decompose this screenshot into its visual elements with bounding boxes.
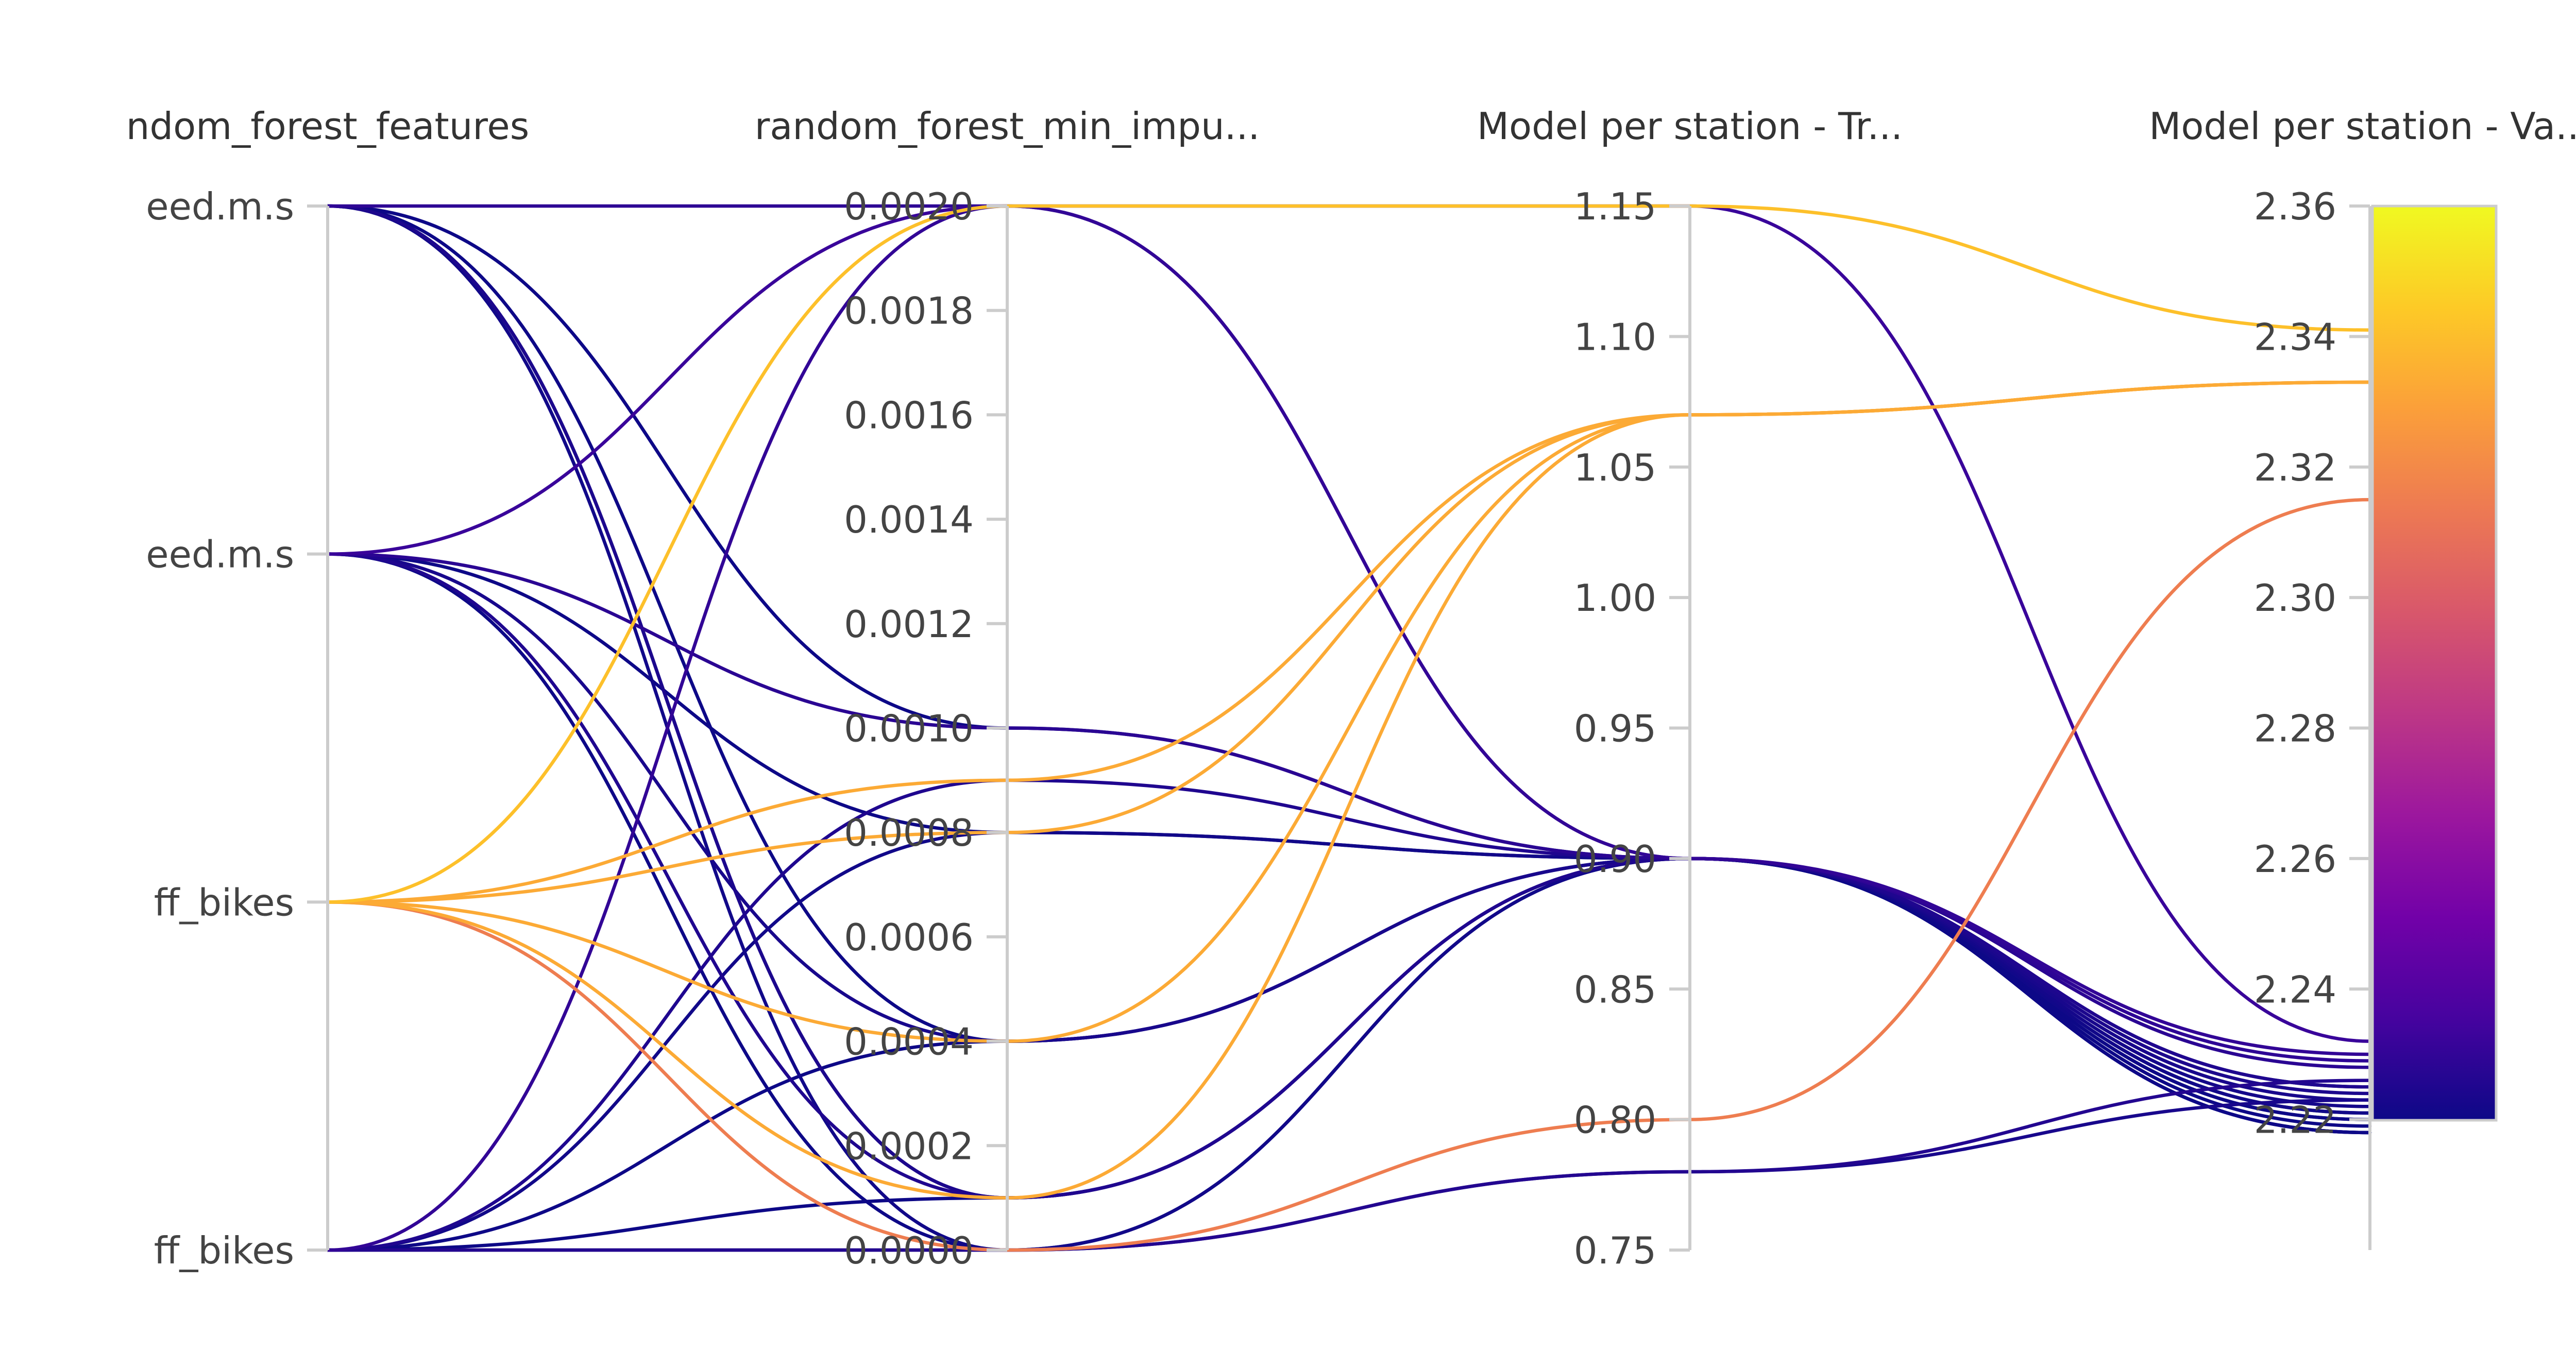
tick-label: ff_bikes — [154, 1229, 294, 1272]
axis-title-1[interactable]: random_forest_min_impu... — [755, 105, 1260, 148]
run-line-23[interactable] — [326, 1079, 2372, 1252]
run-line-10[interactable] — [326, 552, 2372, 1200]
tick-label: 0.0020 — [844, 185, 974, 228]
tick-label: 0.0002 — [844, 1124, 974, 1168]
tick-label: 1.00 — [1574, 576, 1656, 620]
tick-label: 2.28 — [2254, 707, 2336, 750]
axis-2: Model per station - Tr... 0.75 0.80 0.85 0.9… — [1477, 105, 1903, 1272]
run-line-13[interactable] — [326, 380, 2372, 904]
tick-label: eed.m.s — [146, 533, 294, 576]
run-line-11[interactable] — [326, 552, 2372, 1252]
tick-label: 0.0004 — [844, 1020, 974, 1064]
tick-label: 1.10 — [1574, 315, 1656, 358]
run-line-20[interactable] — [326, 830, 2372, 1252]
tick-label: 0.0010 — [844, 707, 974, 750]
tick-label: 0.0000 — [844, 1229, 974, 1272]
run-line-0[interactable] — [326, 204, 2372, 1063]
axis-1: random_forest_min_impu... 0.0000 0.0002 0.0… — [755, 105, 1260, 1272]
tick-label: 2.32 — [2254, 446, 2336, 489]
tick-label: 2.36 — [2254, 185, 2336, 228]
tick-label: 2.26 — [2254, 837, 2336, 881]
colorbar-gradient — [2371, 204, 2498, 1122]
axes: ndom_forest_features eed.m.s eed.m.s ff_bik… — [126, 105, 2576, 1272]
tick-label: 2.22 — [2254, 1099, 2336, 1142]
tick-label: 0.0008 — [844, 811, 974, 854]
tick-label: 0.85 — [1574, 968, 1656, 1011]
tick-label: 2.30 — [2254, 576, 2336, 620]
tick-label: 0.80 — [1574, 1099, 1656, 1142]
axis-0: ndom_forest_features eed.m.s eed.m.s ff_bik… — [126, 105, 529, 1272]
run-lines — [326, 204, 2372, 1252]
tick-label: 0.0016 — [844, 394, 974, 437]
run-line-16[interactable] — [326, 380, 2372, 1200]
run-line-17[interactable] — [326, 498, 2372, 1252]
run-line-19[interactable] — [326, 778, 2372, 1252]
run-line-14[interactable] — [326, 380, 2372, 904]
tick-label: 0.0018 — [844, 289, 974, 333]
axis-title-0[interactable]: ndom_forest_features — [126, 105, 529, 148]
axis-3: Model per station - Va... 2.22 2.24 2.26 2.2… — [2149, 105, 2576, 1250]
tick-label: 0.0014 — [844, 498, 974, 541]
colorbar — [2371, 204, 2498, 1122]
axis-title-2[interactable]: Model per station - Tr... — [1477, 105, 1903, 148]
run-line-12[interactable] — [326, 204, 2372, 904]
tick-label: 0.0012 — [844, 603, 974, 646]
run-line-18[interactable] — [326, 204, 2372, 1252]
tick-label: 0.90 — [1574, 837, 1656, 881]
tick-label: 1.05 — [1574, 446, 1656, 489]
tick-label: eed.m.s — [146, 185, 294, 228]
run-line-9[interactable] — [326, 552, 2372, 1102]
tick-label: 0.75 — [1574, 1229, 1656, 1272]
tick-label: 2.24 — [2254, 968, 2336, 1011]
run-line-15[interactable] — [326, 380, 2372, 1043]
tick-label: 1.15 — [1574, 185, 1656, 228]
run-line-8[interactable] — [326, 552, 2372, 1135]
axis-title-3[interactable]: Model per station - Va... — [2149, 105, 2576, 148]
tick-label: 2.34 — [2254, 315, 2336, 358]
tick-label: 0.0006 — [844, 916, 974, 959]
tick-label: ff_bikes — [154, 881, 294, 924]
tick-label: 0.95 — [1574, 707, 1656, 750]
